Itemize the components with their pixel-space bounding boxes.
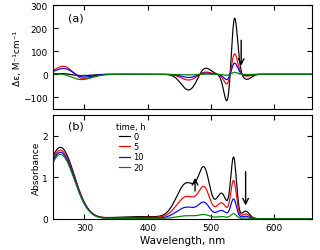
Text: (a): (a) (68, 14, 84, 24)
Legend: 0, 5, 10, 20: 0, 5, 10, 20 (114, 120, 148, 174)
Y-axis label: Δε, M⁻¹cm⁻¹: Δε, M⁻¹cm⁻¹ (13, 30, 22, 85)
X-axis label: Wavelength, nm: Wavelength, nm (140, 235, 225, 245)
Y-axis label: Absorbance: Absorbance (32, 140, 41, 194)
Text: (b): (b) (68, 121, 84, 131)
